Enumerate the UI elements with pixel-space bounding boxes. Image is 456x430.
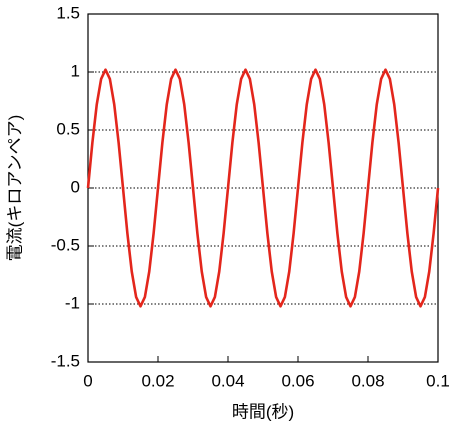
y-tick-label: 1.5 bbox=[56, 3, 80, 22]
x-tick-label: 0 bbox=[83, 371, 92, 390]
x-tick-label: 0.06 bbox=[281, 371, 314, 390]
data-line bbox=[86, 68, 440, 308]
x-tick-label: 0.1 bbox=[426, 371, 450, 390]
x-tick-label: 0.08 bbox=[351, 371, 384, 390]
x-tick-label: 0.04 bbox=[211, 371, 244, 390]
y-axis-label: 電流(キロアンペア) bbox=[5, 115, 24, 262]
y-tick-label: -0.5 bbox=[51, 235, 80, 254]
y-tick-label: 1 bbox=[71, 61, 80, 80]
y-tick-label: 0.5 bbox=[56, 119, 80, 138]
y-tick-label: -1 bbox=[65, 293, 80, 312]
x-tick-label: 0.02 bbox=[141, 371, 174, 390]
y-tick-label: -1.5 bbox=[51, 351, 80, 370]
x-axis-label: 時間(秒) bbox=[232, 402, 294, 421]
y-tick-label: 0 bbox=[71, 177, 80, 196]
